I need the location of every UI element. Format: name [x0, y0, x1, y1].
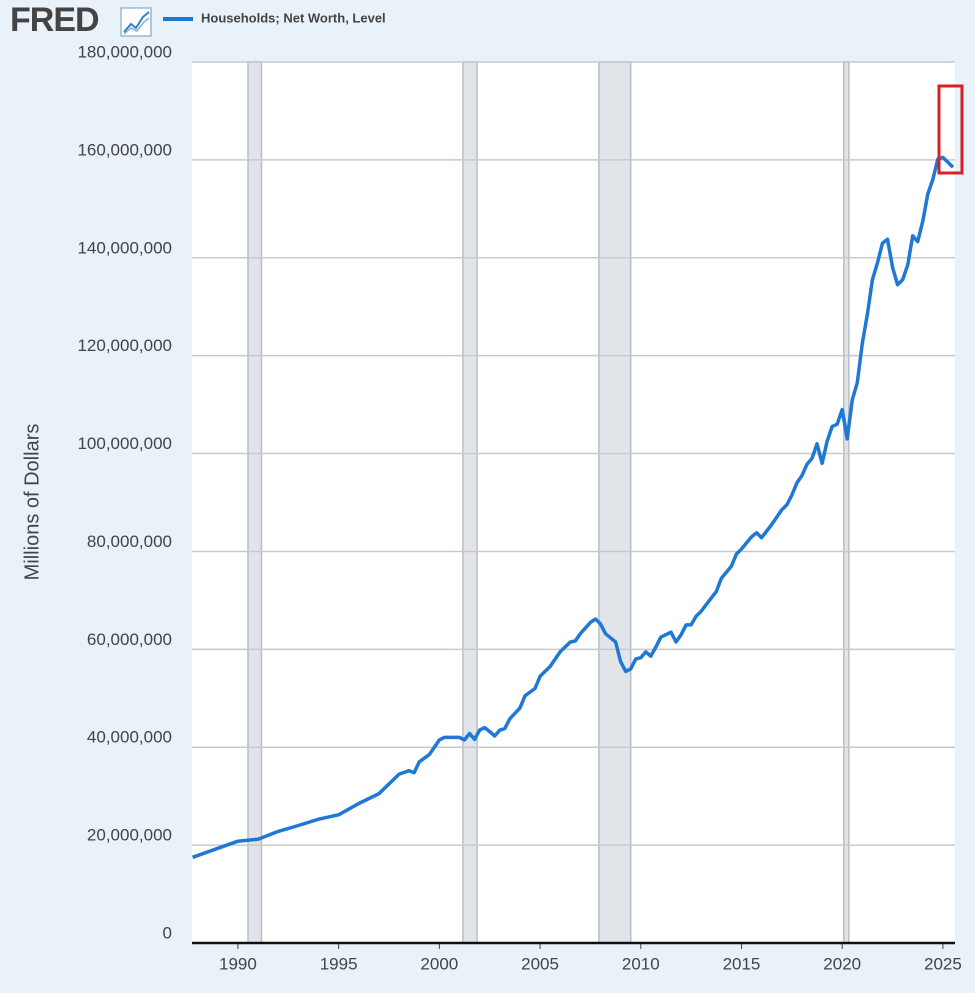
y-tick-label: 80,000,000	[87, 532, 172, 551]
y-tick-label: 20,000,000	[87, 826, 172, 845]
highlight-box	[937, 84, 964, 175]
recession-band	[462, 61, 478, 944]
recession-band	[843, 61, 850, 944]
x-tick-label: 2015	[723, 954, 761, 973]
recession-band	[598, 61, 632, 944]
x-tick-label: 1990	[219, 954, 257, 973]
x-tick-label: 2010	[622, 954, 660, 973]
y-tick-label: 60,000,000	[87, 630, 172, 649]
x-tick-label: 2020	[823, 954, 861, 973]
plot-layer: 0 20,000,000 40,000,000 60,000,000 80,000,00…	[77, 42, 961, 973]
y-tick-label: 0	[163, 923, 172, 942]
data-line	[192, 155, 955, 859]
y-tick-label: 100,000,000	[77, 434, 172, 453]
y-tick-label: 120,000,000	[77, 336, 172, 355]
x-tick-label: 1995	[320, 954, 358, 973]
x-tick-label: 2005	[521, 954, 559, 973]
x-tick-label: 2025	[924, 954, 962, 973]
legend-label: Households; Net Worth, Level	[201, 10, 386, 25]
recession-band	[247, 61, 263, 944]
logo-icon	[120, 7, 152, 37]
y-tick-label: 140,000,000	[77, 238, 172, 257]
y-tick-label: 180,000,000	[77, 42, 172, 61]
y-tick-label: 160,000,000	[77, 140, 172, 159]
x-tick-label: 2000	[420, 954, 458, 973]
y-tick-label: 40,000,000	[87, 728, 172, 747]
logo: FRED	[10, 1, 99, 39]
y-axis-label: Millions of Dollars	[21, 424, 43, 581]
plot-area	[192, 62, 955, 943]
